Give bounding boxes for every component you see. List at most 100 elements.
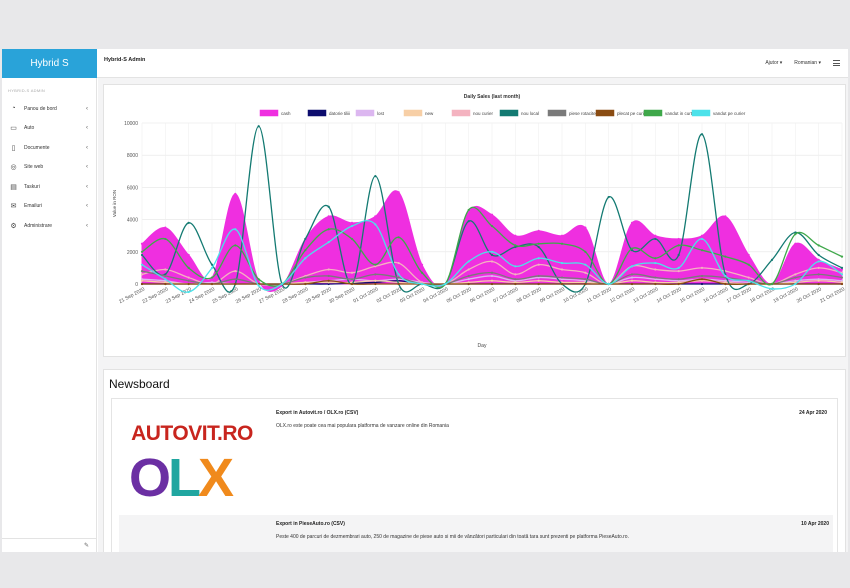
data-point-7-2[interactable] <box>187 282 190 286</box>
data-point-8-1[interactable] <box>164 237 167 241</box>
data-point-8-29[interactable] <box>817 244 820 247</box>
legend-label-0[interactable]: cash <box>281 111 291 116</box>
sidebar-item-panou-de-bord[interactable]: ◔ Panou de bord ‹ <box>2 99 96 119</box>
data-point-6-30[interactable] <box>840 276 844 279</box>
data-point-5-8[interactable] <box>327 205 330 208</box>
data-point-2-30[interactable] <box>840 279 844 282</box>
data-point-3-24[interactable] <box>700 279 704 282</box>
legend-swatch-9[interactable] <box>691 109 711 117</box>
data-point-7-22[interactable] <box>654 282 657 286</box>
data-point-4-9[interactable] <box>350 271 354 274</box>
data-point-3-29[interactable] <box>817 279 820 282</box>
data-point-6-2[interactable] <box>187 279 190 282</box>
data-point-5-3[interactable] <box>210 263 214 266</box>
data-point-4-8[interactable] <box>327 268 330 271</box>
data-point-5-23[interactable] <box>677 253 680 257</box>
data-point-2-3[interactable] <box>210 281 214 284</box>
data-point-0-8[interactable] <box>327 215 330 218</box>
data-point-5-29[interactable] <box>817 253 820 257</box>
data-point-9-12[interactable] <box>420 282 424 286</box>
sidebar-item-taskuri[interactable]: ▤ Taskuri ‹ <box>2 177 96 197</box>
data-point-6-11[interactable] <box>397 276 400 279</box>
data-point-5-16[interactable] <box>514 245 517 249</box>
legend-label-5[interactable]: nou local <box>521 111 539 116</box>
data-point-2-11[interactable] <box>397 278 400 281</box>
data-point-7-7[interactable] <box>304 282 307 286</box>
data-point-9-21[interactable] <box>630 265 634 268</box>
data-point-4-14[interactable] <box>467 268 470 271</box>
data-point-9-15[interactable] <box>490 250 494 253</box>
data-point-8-2[interactable] <box>187 266 190 269</box>
data-point-8-12[interactable] <box>420 271 424 274</box>
data-point-6-10[interactable] <box>374 273 377 276</box>
data-point-7-8[interactable] <box>327 279 330 282</box>
sidebar-item-auto[interactable]: ▭ Auto ‹ <box>2 119 96 139</box>
data-point-3-7[interactable] <box>304 281 307 284</box>
data-point-2-17[interactable] <box>537 276 540 279</box>
data-point-7-25[interactable] <box>724 282 727 286</box>
data-point-6-4[interactable] <box>234 278 237 281</box>
data-point-6-24[interactable] <box>700 274 704 278</box>
data-point-4-26[interactable] <box>747 276 750 279</box>
data-point-0-24[interactable] <box>700 234 704 237</box>
data-point-4-23[interactable] <box>677 270 680 273</box>
help-dropdown[interactable]: Ajutor ▾ <box>765 60 782 66</box>
data-point-2-0[interactable] <box>140 278 144 281</box>
data-point-8-24[interactable] <box>700 249 704 252</box>
data-point-7-17[interactable] <box>537 282 540 286</box>
sidebar-item-emailuri[interactable]: ✉ Emailuri ‹ <box>2 197 96 217</box>
data-point-9-26[interactable] <box>747 279 750 282</box>
data-point-5-15[interactable] <box>490 253 494 257</box>
data-point-5-30[interactable] <box>840 266 844 269</box>
data-point-8-9[interactable] <box>350 237 354 241</box>
data-point-9-0[interactable] <box>140 263 144 266</box>
data-point-9-28[interactable] <box>794 282 797 286</box>
data-point-4-19[interactable] <box>584 271 587 274</box>
data-point-8-25[interactable] <box>724 255 727 258</box>
data-point-3-17[interactable] <box>537 279 540 282</box>
data-point-7-11[interactable] <box>397 282 400 286</box>
data-point-8-17[interactable] <box>537 242 540 245</box>
data-point-0-25[interactable] <box>724 215 727 218</box>
data-point-9-9[interactable] <box>350 224 354 228</box>
data-point-7-24[interactable] <box>700 278 704 281</box>
data-point-4-17[interactable] <box>537 263 540 266</box>
data-point-3-25[interactable] <box>724 281 727 284</box>
data-point-0-22[interactable] <box>654 234 657 237</box>
data-point-5-7[interactable] <box>304 237 307 241</box>
legend-swatch-4[interactable] <box>451 109 471 117</box>
data-point-9-2[interactable] <box>187 290 190 294</box>
data-point-2-18[interactable] <box>560 278 564 281</box>
data-point-2-16[interactable] <box>514 279 517 282</box>
data-point-5-27[interactable] <box>770 258 774 261</box>
legend-swatch-6[interactable] <box>547 109 567 117</box>
data-point-6-21[interactable] <box>630 273 634 276</box>
data-point-7-3[interactable] <box>210 282 214 286</box>
data-point-3-14[interactable] <box>467 281 470 284</box>
news-item[interactable]: AUTOVIT.RO OLX Export in Autovit.ro / OL… <box>112 399 837 515</box>
data-point-5-20[interactable] <box>607 195 610 199</box>
data-point-2-26[interactable] <box>747 281 750 284</box>
data-point-9-11[interactable] <box>397 273 400 276</box>
legend-swatch-8[interactable] <box>643 109 663 117</box>
legend-label-7[interactable]: plecat pe curier <box>617 111 648 116</box>
data-point-9-30[interactable] <box>840 273 844 276</box>
data-point-6-15[interactable] <box>490 271 494 274</box>
data-point-3-22[interactable] <box>654 281 657 284</box>
data-point-8-16[interactable] <box>514 244 517 247</box>
data-point-0-19[interactable] <box>584 226 587 229</box>
data-point-4-22[interactable] <box>654 268 657 271</box>
data-point-6-28[interactable] <box>794 276 797 279</box>
data-point-3-10[interactable] <box>374 279 377 282</box>
data-point-9-3[interactable] <box>210 266 214 269</box>
data-point-9-14[interactable] <box>467 260 470 263</box>
data-point-4-12[interactable] <box>420 281 424 284</box>
data-point-8-23[interactable] <box>677 244 680 247</box>
data-point-8-3[interactable] <box>210 276 214 279</box>
data-point-0-15[interactable] <box>490 213 494 216</box>
data-point-7-29[interactable] <box>817 282 820 286</box>
legend-label-1[interactable]: datorie tiliii <box>329 111 350 116</box>
data-point-7-26[interactable] <box>747 282 750 286</box>
data-point-7-15[interactable] <box>490 282 494 286</box>
data-point-7-30[interactable] <box>840 282 844 286</box>
